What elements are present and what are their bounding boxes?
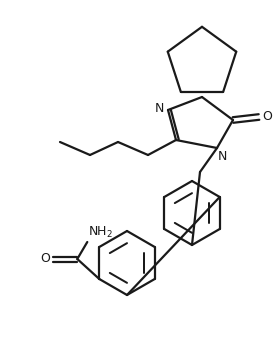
- Text: N: N: [155, 103, 164, 116]
- Text: N: N: [218, 150, 227, 163]
- Text: O: O: [40, 252, 50, 266]
- Text: NH$_2$: NH$_2$: [88, 225, 113, 240]
- Text: O: O: [262, 111, 272, 124]
